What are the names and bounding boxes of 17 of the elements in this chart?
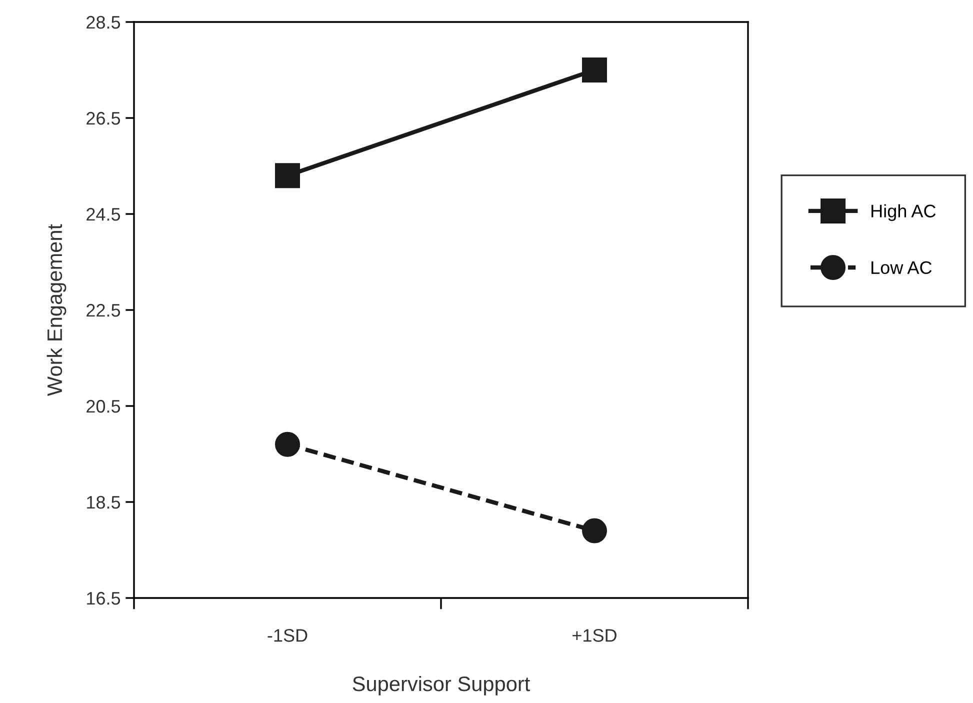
point <box>582 58 607 82</box>
legend-label: Low AC <box>872 261 932 274</box>
y-tick-label: 28.5 <box>86 16 120 29</box>
y-tick-label: 18.5 <box>87 496 120 509</box>
y-tick-label: 20.5 <box>86 400 120 413</box>
y-tick-label: 26.5 <box>86 112 120 125</box>
y-tick-label: 16.5 <box>87 592 120 605</box>
y-tick-label: 24.5 <box>86 208 120 221</box>
legend-label: High AC <box>872 204 936 222</box>
point <box>582 518 607 544</box>
point <box>275 163 300 188</box>
x-tick-label: -1SD <box>268 629 308 642</box>
point <box>275 432 300 457</box>
y-tick-label: 22.5 <box>86 304 120 317</box>
x-axis-title: Supervisor Support <box>352 676 530 696</box>
y-axis-title: Work Engagement <box>46 224 66 396</box>
x-tick-label: +1SD <box>572 629 616 642</box>
